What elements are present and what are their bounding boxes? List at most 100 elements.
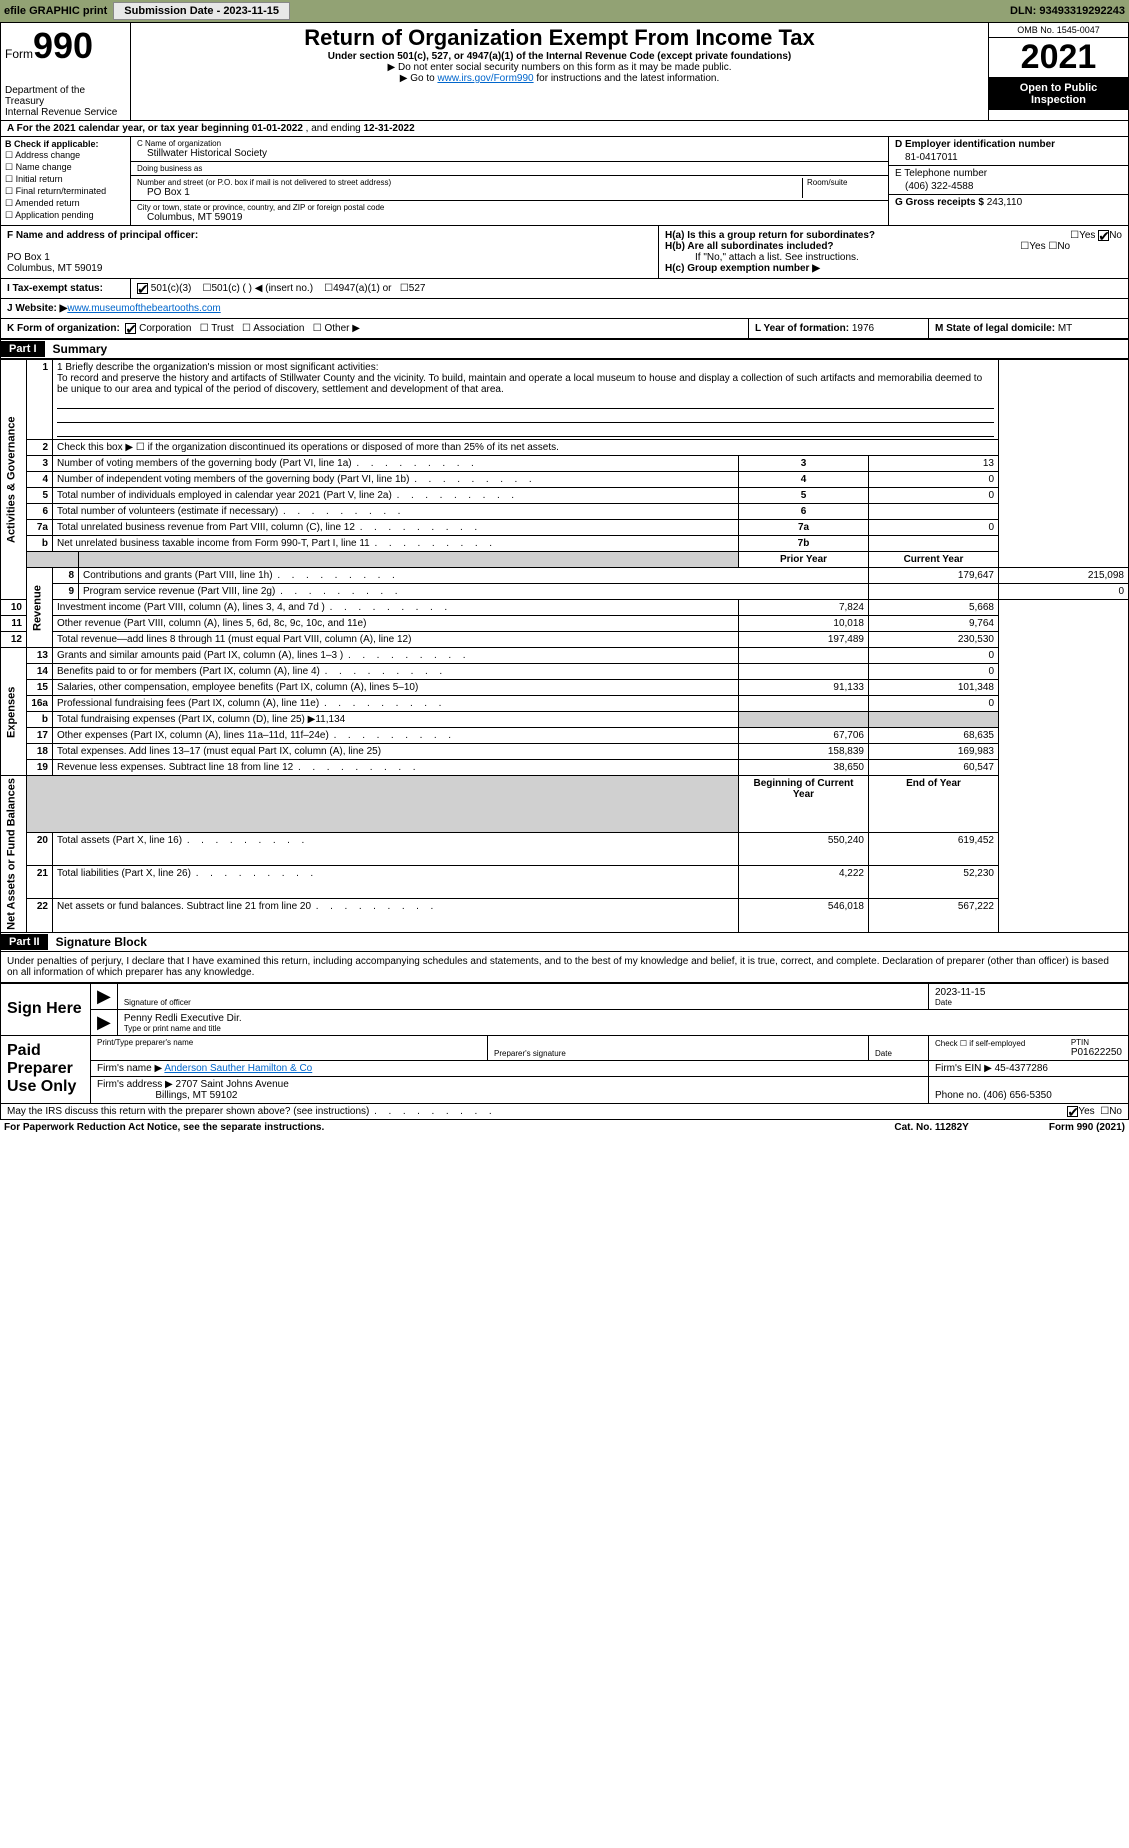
tax-period: A For the 2021 calendar year, or tax yea… (0, 121, 1129, 137)
lbl-527: 527 (409, 283, 426, 294)
chk-amended-return[interactable]: ☐ Amended return (5, 198, 126, 209)
col-b-header: B Check if applicable: (5, 139, 126, 149)
line17-desc: Other expenses (Part IX, column (A), lin… (53, 728, 739, 744)
sign-here: Sign Here (1, 983, 91, 1035)
line10-current: 5,668 (869, 600, 999, 616)
line17-prior: 67,706 (739, 728, 869, 744)
lbl-501c: 501(c) ( ) ◀ (insert no.) (211, 283, 313, 294)
line16a-current: 0 (869, 696, 999, 712)
tax-year: 2021 (989, 38, 1128, 78)
line21-begin: 4,222 (739, 866, 869, 899)
chk-application-pending[interactable]: ☐ Application pending (5, 210, 126, 221)
line20-desc: Total assets (Part X, line 16) (53, 832, 739, 865)
website-url[interactable]: www.museumofthebeartooths.com (67, 303, 220, 314)
form-number: 990 (33, 25, 93, 67)
chk-name-change[interactable]: ☐ Name change (5, 162, 126, 173)
k-label: K Form of organization: (7, 323, 120, 334)
mission-cell: 1 Briefly describe the organization's mi… (53, 360, 999, 440)
chk-corporation[interactable] (125, 323, 136, 334)
line14-current: 0 (869, 664, 999, 680)
side-net-assets: Net Assets or Fund Balances (1, 776, 27, 933)
line8-desc: Contributions and grants (Part VIII, lin… (79, 568, 869, 584)
firm-name[interactable]: Anderson Sauther Hamilton & Co (164, 1063, 312, 1074)
street-value: PO Box 1 (147, 187, 802, 198)
dba-label: Doing business as (137, 164, 882, 173)
hb-yes: Yes (1029, 241, 1045, 252)
ha-no-checkbox[interactable] (1098, 230, 1109, 241)
check-self: Check ☐ if self-employed (935, 1039, 1025, 1048)
website-row: J Website: ▶ www.museumofthebeartooths.c… (0, 299, 1129, 319)
hb-note: If "No," attach a list. See instructions… (695, 252, 1122, 263)
firm-ein-cell: Firm's EIN ▶ 45-4377286 (929, 1060, 1129, 1076)
submission-date-button[interactable]: Submission Date - 2023-11-15 (113, 2, 290, 20)
part2-title: Signature Block (48, 933, 155, 951)
line18-current: 169,983 (869, 744, 999, 760)
chk-501c3[interactable] (137, 283, 148, 294)
prep-name-cell: Print/Type preparer's name (91, 1035, 488, 1060)
line16b-current (869, 712, 999, 728)
col-b-checkboxes: B Check if applicable: ☐ Address change … (1, 137, 131, 225)
dln-label: DLN: 93493319292243 (1010, 5, 1125, 17)
ptin-value: P01622250 (1071, 1047, 1122, 1058)
line17-current: 68,635 (869, 728, 999, 744)
part1-title: Summary (45, 340, 116, 358)
part1-badge: Part I (1, 341, 45, 357)
line9-prior (869, 584, 999, 600)
firm-name-label: Firm's name ▶ (97, 1063, 164, 1074)
line4-val: 0 (869, 472, 999, 488)
ein-label: D Employer identification number (895, 139, 1055, 150)
website-label: J Website: ▶ (7, 303, 67, 314)
form-subtitle: Under section 501(c), 527, or 4947(a)(1)… (135, 51, 984, 62)
line3-desc: Number of voting members of the governin… (53, 456, 739, 472)
line5-desc: Total number of individuals employed in … (53, 488, 739, 504)
may-irs-no: No (1109, 1106, 1122, 1117)
goto-note: ▶ Go to www.irs.gov/Form990 for instruct… (135, 73, 984, 84)
line8-prior: 179,647 (869, 568, 999, 584)
lbl-501c3: 501(c)(3) (151, 283, 192, 294)
col-d-ein-phone: D Employer identification number 81-0417… (888, 137, 1128, 225)
line16a-desc: Professional fundraising fees (Part IX, … (53, 696, 739, 712)
line18-desc: Total expenses. Add lines 13–17 (must eq… (53, 744, 739, 760)
irs-link[interactable]: www.irs.gov/Form990 (437, 73, 533, 84)
form-number-block: Form 990 Department of the Treasury Inte… (1, 23, 131, 120)
may-irs-text: May the IRS discuss this return with the… (7, 1106, 494, 1117)
line21-end: 52,230 (869, 866, 999, 899)
part2-badge: Part II (1, 934, 48, 950)
chk-address-change[interactable]: ☐ Address change (5, 150, 126, 161)
line12-desc: Total revenue—add lines 8 through 11 (mu… (53, 632, 739, 648)
period-a-label: A For the 2021 calendar year, or tax yea… (7, 123, 252, 134)
phone-value: (406) 322-4588 (905, 181, 1122, 192)
line11-current: 9,764 (869, 616, 999, 632)
name-label: Type or print name and title (124, 1024, 1122, 1033)
tax-exempt-status: I Tax-exempt status: 501(c)(3) ☐ 501(c) … (0, 279, 1129, 299)
line13-prior (739, 648, 869, 664)
firm-phone-cell: Phone no. (406) 656-5350 (929, 1076, 1129, 1103)
lbl-trust: Trust (211, 323, 233, 334)
current-year-hdr: Current Year (869, 552, 999, 568)
status-i-label: I Tax-exempt status: (7, 283, 103, 294)
mission-text: To record and preserve the history and a… (57, 373, 982, 395)
m-state-domicile: M State of legal domicile: MT (928, 319, 1128, 338)
phone-label: E Telephone number (895, 168, 987, 179)
line19-prior: 38,650 (739, 760, 869, 776)
firm-addr-cell: Firm's address ▶ 2707 Saint Johns Avenue… (91, 1076, 929, 1103)
line9-current: 0 (999, 584, 1129, 600)
prep-name-label: Print/Type preparer's name (97, 1038, 481, 1047)
chk-final-return[interactable]: ☐ Final return/terminated (5, 186, 126, 197)
line16b-desc: Total fundraising expenses (Part IX, col… (53, 712, 739, 728)
ein-value: 81-0417011 (905, 152, 1122, 163)
firm-name-cell: Firm's name ▶ Anderson Sauther Hamilton … (91, 1060, 929, 1076)
pra-notice: For Paperwork Reduction Act Notice, see … (4, 1122, 324, 1133)
room-label: Room/suite (807, 178, 882, 187)
chk-initial-return[interactable]: ☐ Initial return (5, 174, 126, 185)
prep-date-cell: Date (869, 1035, 929, 1060)
line18-prior: 158,839 (739, 744, 869, 760)
summary-table: Activities & Governance 1 1 Briefly desc… (0, 359, 1129, 933)
ha-label: H(a) Is this a group return for subordin… (665, 230, 875, 241)
may-irs-yes-checkbox[interactable] (1067, 1106, 1078, 1117)
line2-text: Check this box ▶ ☐ if the organization d… (53, 440, 999, 456)
goto-post: for instructions and the latest informat… (534, 73, 720, 84)
line8-current: 215,098 (999, 568, 1129, 584)
dept-treasury: Department of the Treasury Internal Reve… (5, 85, 126, 118)
cat-no: Cat. No. 11282Y (894, 1122, 968, 1133)
